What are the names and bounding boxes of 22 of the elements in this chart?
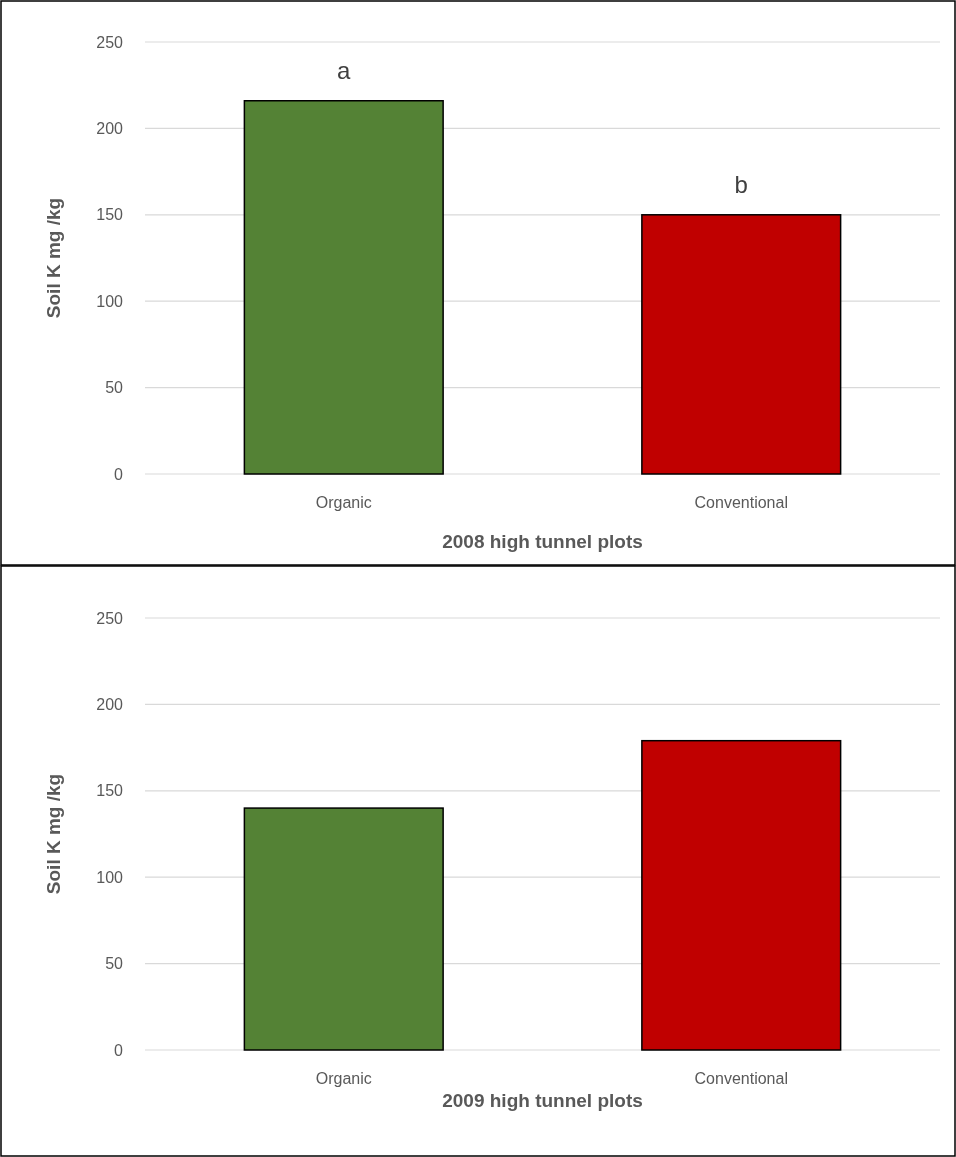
- y-tick-label: 100: [96, 292, 124, 310]
- x-tick-label: Conventional: [694, 494, 788, 511]
- y-tick-label: 50: [105, 379, 124, 397]
- x-tick-label: Organic: [315, 1070, 372, 1087]
- x-axis-title: 2009 high tunnel plots: [442, 1090, 643, 1111]
- y-tick-label: 50: [105, 955, 124, 973]
- annotation: b: [734, 170, 748, 198]
- y-axis-title: Soil K mg /kg: [43, 773, 64, 895]
- y-tick-label: 100: [96, 868, 124, 886]
- y-tick-label: 150: [96, 206, 124, 224]
- y-tick-label: 200: [96, 696, 124, 713]
- y-tick-label: 0: [114, 1041, 124, 1059]
- y-tick-label: 0: [114, 465, 124, 483]
- x-tick-label: Conventional: [694, 1070, 788, 1087]
- y-tick-label: 200: [96, 120, 124, 137]
- y-tick-label: 150: [96, 782, 124, 800]
- annotation: a: [337, 56, 352, 84]
- y-tick-label: 250: [96, 33, 124, 51]
- x-tick-label: Organic: [315, 494, 372, 511]
- x-axis-title: 2008 high tunnel plots: [442, 531, 643, 552]
- y-tick-label: 250: [96, 609, 124, 627]
- y-axis-title: Soil K mg /kg: [43, 197, 64, 319]
